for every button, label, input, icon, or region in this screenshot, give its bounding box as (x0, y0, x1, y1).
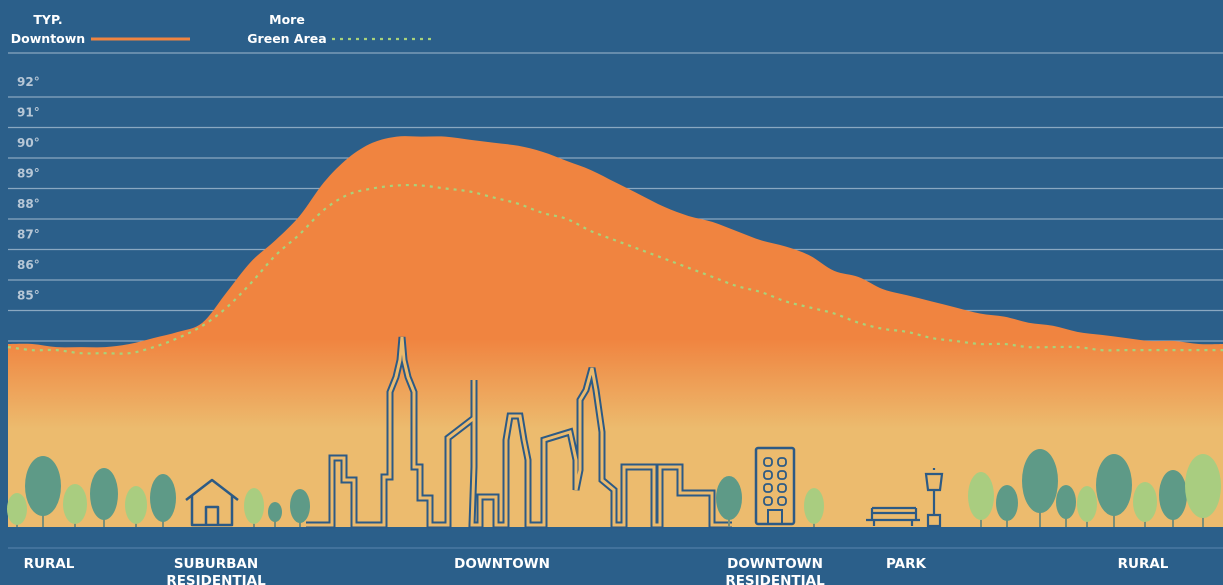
tree-icon (90, 468, 118, 527)
tree-icon (1159, 470, 1187, 527)
tree-icon (268, 502, 282, 527)
tree-icon (1022, 449, 1058, 527)
house-icon (185, 478, 239, 527)
tree-icon (1056, 485, 1076, 527)
y-tick-label: 88° (17, 197, 40, 211)
y-tick-label: 90° (17, 136, 40, 150)
tree-icon (7, 493, 27, 527)
legend: TYP. Downtown More Green Area (11, 12, 432, 46)
x-label-suburban-residential: SUBURBAN RESIDENTIAL (166, 556, 266, 585)
tree-icon (996, 485, 1018, 527)
tree-icon (1096, 454, 1132, 527)
y-tick-label: 85° (17, 289, 40, 303)
y-tick-label: 89° (17, 167, 40, 181)
tree-icon (804, 488, 824, 527)
y-tick-label: 91° (17, 106, 40, 120)
skyline (306, 336, 732, 529)
tree-icon (25, 456, 61, 527)
y-tick-labels: 92° 91° 90° 89° 88° 87° 86° 85° (17, 75, 40, 303)
x-category-labels: RURAL SUBURBAN RESIDENTIAL DOWNTOWN DOWNT… (24, 556, 1169, 585)
legend-green-label-line2: Green Area (247, 31, 326, 46)
tree-icon (1133, 482, 1157, 527)
x-label-rural-left: RURAL (24, 556, 75, 572)
y-tick-label: 86° (17, 258, 40, 272)
y-tick-label: 87° (17, 228, 40, 242)
tree-icon (244, 488, 264, 527)
legend-typ-label-line1: TYP. (33, 12, 62, 27)
x-label-downtown-residential: DOWNTOWN RESIDENTIAL (725, 556, 825, 585)
x-label-park: PARK (886, 556, 926, 572)
trees (7, 449, 1221, 527)
tree-icon (125, 486, 147, 527)
ground-band (8, 527, 1223, 549)
tree-icon (1185, 454, 1221, 527)
tree-icon (290, 489, 310, 527)
more-green-area-line (7, 183, 1223, 355)
x-label-rural-right: RURAL (1118, 556, 1169, 572)
legend-typ-label-line2: Downtown (11, 31, 85, 46)
x-label-downtown: DOWNTOWN (454, 556, 550, 572)
tree-icon (1077, 486, 1097, 527)
tree-icon (716, 476, 742, 527)
legend-green-label-line1: More (269, 12, 305, 27)
park-bench-icon (866, 506, 920, 526)
tree-icon (63, 484, 87, 527)
typ-downtown-area (8, 136, 1223, 527)
street-lamp-icon (924, 468, 944, 528)
downtown-residential-building (754, 446, 796, 526)
tree-icon (968, 472, 994, 527)
tree-icon (150, 474, 176, 527)
y-tick-label: 92° (17, 75, 40, 89)
cityscape-illustration (7, 336, 1223, 549)
